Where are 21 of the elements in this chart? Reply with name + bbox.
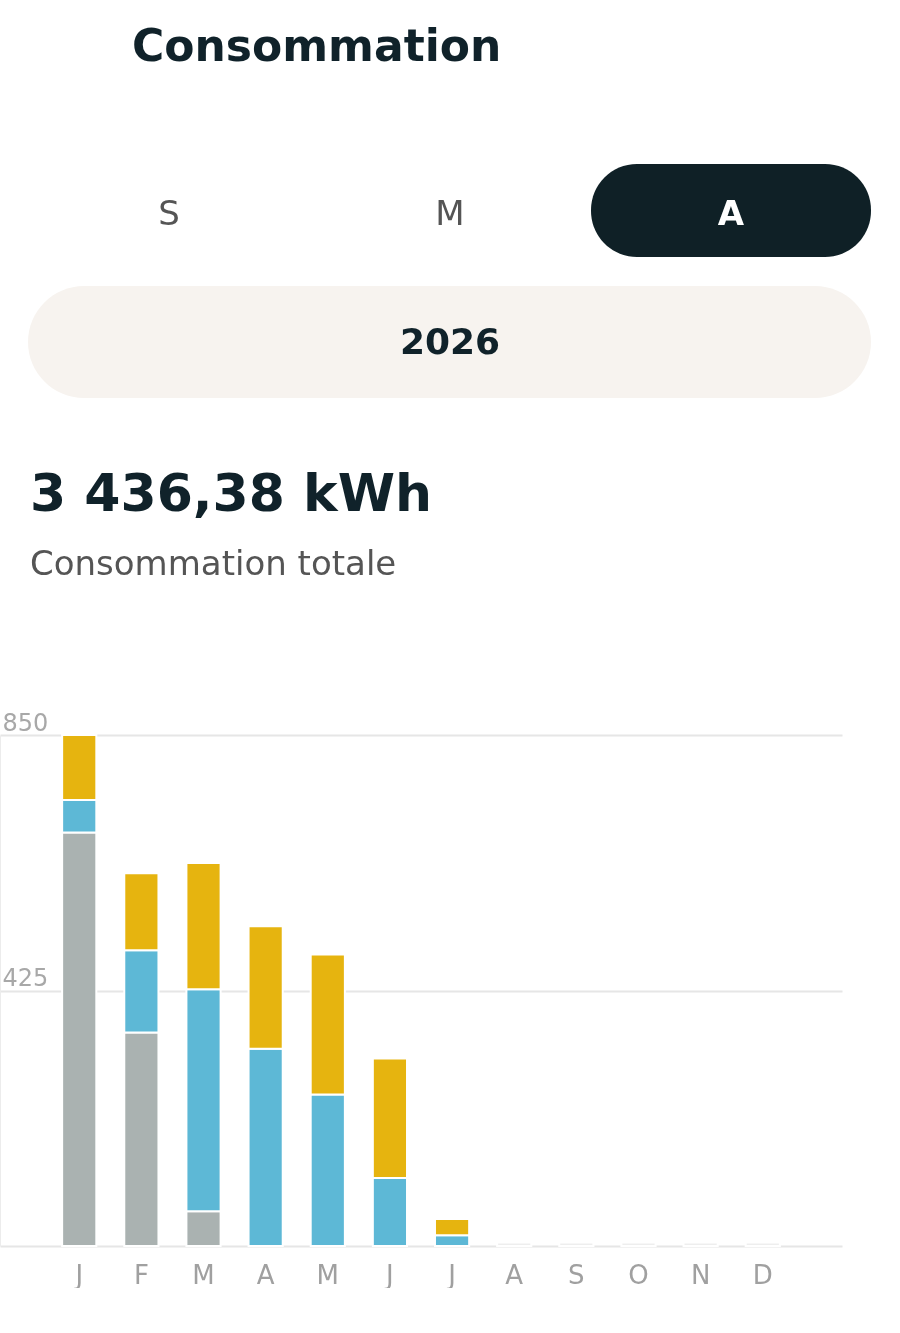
chart-title: Consommation [132, 20, 502, 71]
x-tick-label: J [446, 1259, 456, 1290]
text: S [158, 193, 180, 233]
x-tick-label: J [73, 1259, 84, 1290]
x-tick-label: D [752, 1259, 773, 1290]
x-tick-label: A [256, 1259, 275, 1290]
x-tick-label: N [690, 1259, 711, 1290]
text: A [717, 193, 745, 233]
x-tick-label: F [133, 1259, 149, 1290]
y-tick-label: 850 [2, 708, 49, 737]
x-tick-label: M [192, 1259, 215, 1290]
x-tick-label: A [505, 1259, 524, 1290]
x-tick-label: M [316, 1259, 340, 1290]
text: M [435, 193, 465, 233]
x-tick-label: O [628, 1259, 649, 1290]
chart-subtitle: 2026 [399, 321, 501, 362]
text: 3 436,38 kWh [30, 463, 433, 523]
y-tick-label: 425 [2, 964, 49, 992]
x-tick-label: J [384, 1259, 394, 1290]
text: Consommation totale [30, 543, 397, 583]
x-tick-label: S [568, 1259, 585, 1290]
